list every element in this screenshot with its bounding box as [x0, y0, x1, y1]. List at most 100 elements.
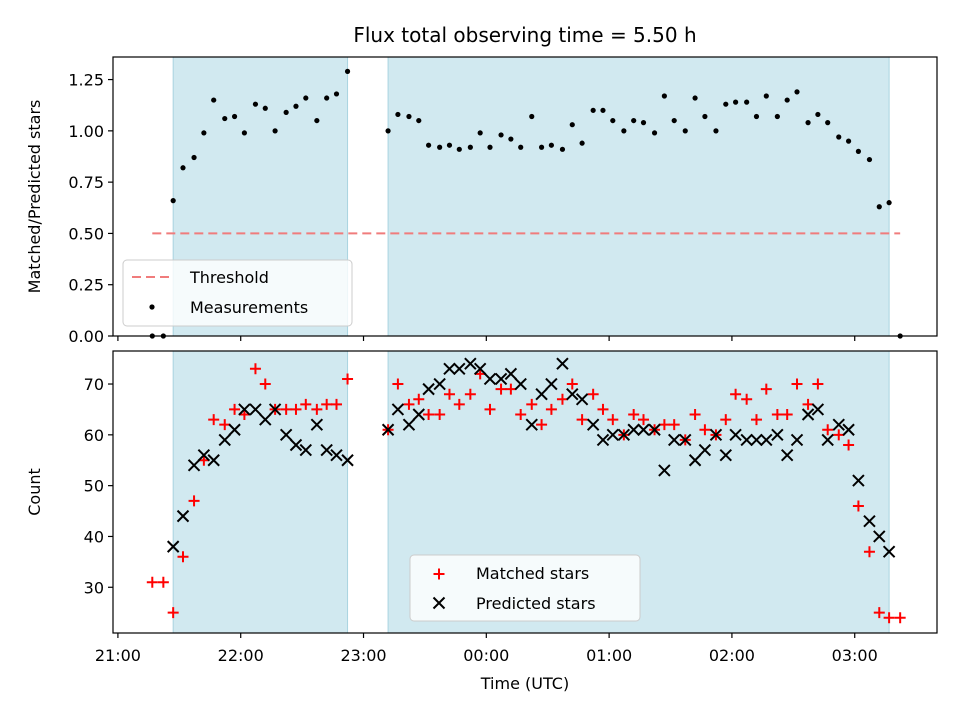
predicted-star-point	[801, 408, 815, 421]
predicted-star-point	[525, 418, 538, 431]
matched-star-point	[812, 378, 824, 390]
measurement-point	[201, 130, 207, 136]
measurement-point	[784, 97, 790, 103]
predicted-star-point	[320, 443, 333, 457]
y-tick-label: 40	[84, 527, 104, 546]
predicted-star-point	[842, 423, 855, 436]
predicted-star-point	[464, 357, 477, 370]
matched-star-point	[852, 500, 864, 512]
predicted-star-point	[627, 423, 640, 436]
measurement-point	[211, 97, 217, 103]
predicted-star-point	[268, 403, 282, 416]
matched-star-point	[668, 419, 680, 431]
measurement-point	[477, 130, 483, 136]
measurement-point	[231, 113, 238, 120]
predicted-star-point	[218, 433, 231, 447]
axes-frame	[112, 56, 938, 337]
matched-star-point	[321, 398, 333, 410]
predicted-star-point	[299, 443, 313, 457]
matched-star-point	[597, 403, 609, 415]
matched-star-point	[894, 612, 906, 624]
matched-star-point	[474, 368, 486, 380]
chart-title: Flux total observing time = 5.50 h	[353, 23, 696, 47]
measurement-point	[723, 101, 729, 107]
y-tick-label: 0.75	[68, 173, 104, 192]
measurement-point	[324, 95, 330, 101]
measurement-point	[252, 101, 259, 107]
matched-star-point	[526, 398, 538, 410]
legend-box	[122, 259, 353, 327]
measurement-point	[283, 109, 289, 115]
predicted-star-point	[790, 433, 804, 447]
matched-star-point	[342, 373, 354, 385]
measurement-point	[661, 93, 667, 99]
predicted-star-point	[443, 362, 456, 375]
matched-star-point	[208, 414, 220, 426]
matched-star-point	[219, 419, 231, 431]
measurement-point	[262, 105, 268, 111]
legend-predicted-swatch	[432, 596, 446, 610]
measurement-point	[897, 333, 903, 339]
measurement-point	[825, 120, 831, 126]
predicted-star-point	[679, 433, 692, 447]
matched-star-point	[330, 398, 342, 410]
matched-star-point	[873, 607, 885, 619]
matched-star-point	[730, 388, 742, 400]
measurement-point	[180, 165, 186, 171]
ratio-panel: 0.00 0.25 0.50 0.75 1.00 1.25 Matched/Predicte…	[25, 56, 938, 346]
x-tick-label: 00:00	[463, 646, 509, 665]
measurement-point	[548, 142, 555, 148]
measurement-point	[446, 142, 453, 148]
legend-matched-label: Matched stars	[476, 564, 589, 583]
measurement-point	[763, 93, 769, 99]
measurement-point	[333, 91, 340, 97]
predicted-star-point	[566, 387, 579, 401]
matched-star-point	[781, 409, 793, 421]
matched-star-point	[791, 378, 803, 390]
predicted-star-point	[698, 443, 712, 457]
measurement-point	[692, 95, 698, 101]
matched-star-point	[423, 409, 435, 421]
predicted-star-point	[556, 357, 569, 370]
matched-star-point	[453, 398, 465, 410]
measurement-point	[876, 204, 882, 210]
measurement-point	[855, 148, 862, 154]
predicted-star-point	[166, 540, 180, 553]
measurement-point	[314, 117, 320, 124]
matched-star-point	[760, 383, 772, 395]
plot-area	[152, 57, 901, 336]
predicted-star-point	[279, 428, 293, 442]
matched-star-point	[689, 409, 701, 421]
measurement-point	[621, 128, 627, 134]
y-axis-title: Matched/Predicted stars	[25, 100, 44, 294]
predicted-star-point	[811, 403, 825, 416]
matched-star-point	[392, 378, 404, 390]
predicted-star-point	[341, 454, 354, 467]
matched-star-point	[505, 383, 517, 395]
matched-star-point	[628, 409, 640, 421]
measurement-point	[426, 142, 432, 148]
predicted-star-point	[330, 448, 343, 462]
predicted-star-point	[545, 377, 558, 391]
measurement-point	[600, 107, 606, 113]
measurement-point	[149, 333, 155, 339]
predicted-star-point	[259, 413, 272, 426]
measurement-point	[272, 128, 278, 134]
measurement-point	[836, 134, 842, 140]
predicted-star-point	[780, 448, 794, 462]
matched-star-point	[464, 388, 476, 400]
matched-star-point	[699, 424, 711, 436]
predicted-star-point	[249, 403, 262, 416]
y-tick-label: 1.25	[68, 71, 104, 90]
matched-star-point	[280, 403, 292, 415]
measurement-point	[538, 144, 545, 150]
predicted-star-point	[771, 428, 784, 442]
matched-star-point	[720, 414, 732, 426]
matched-star-point	[515, 409, 527, 421]
x-tick-label: 01:00	[586, 646, 632, 665]
predicted-star-point	[729, 428, 742, 442]
matched-star-point	[157, 576, 169, 588]
legend: Matched stars Predicted stars	[409, 554, 641, 622]
matched-star-point	[576, 414, 588, 426]
